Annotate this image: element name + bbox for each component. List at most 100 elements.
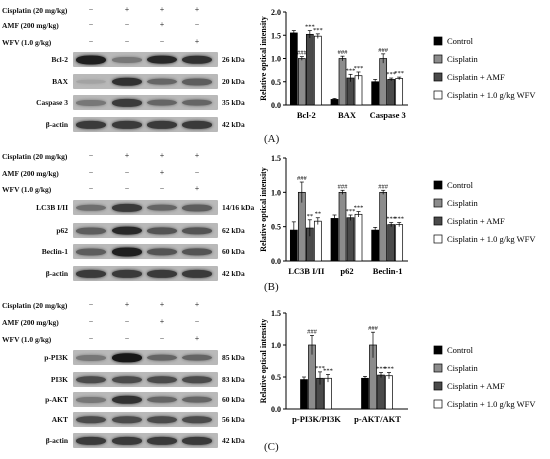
blot-band [112,395,142,404]
legend-label: Cisplatin [447,198,478,208]
molecular-weight-label: 42 kDa [222,120,245,129]
bar [305,33,314,106]
molecular-weight-label: 83 kDa [222,375,245,384]
blot-protein-label: LC3B I/II [36,203,68,212]
bar [377,374,385,410]
legend-swatch [433,180,443,190]
significance-label: ### [307,328,318,335]
bar [289,32,298,106]
panel-tag: (B) [264,281,279,293]
y-axis-label: Relative optical intensity [259,167,268,251]
blot-protein-label: Caspase 3 [36,98,68,107]
blot-band [112,77,142,86]
treatment-sign: − [88,317,94,326]
bar [387,224,396,262]
blot-band [147,226,177,235]
blot-protein-label: p-AKT [45,395,68,404]
treatment-sign: − [88,184,94,193]
treatment-sign: − [159,334,165,343]
significance-label: *** [305,24,315,31]
blot-protein-label: Bcl-2 [51,55,68,64]
blot-band [76,375,106,384]
significance-label: *** [354,205,364,212]
treatment-sign: − [159,37,165,46]
treatment-label: WFV (1.0 g/kg) [2,38,52,47]
blot-band [182,226,212,235]
treatment-sign: − [159,184,165,193]
y-tick-label: 0.0 [271,257,281,266]
western-blot-strip [73,74,218,89]
bar [385,375,393,410]
legend-label: Cisplatin + 1.0 g/kg WFV [447,399,536,409]
treatment-label: Cisplatin (20 mg/kg) [2,6,68,15]
bar [387,79,396,106]
significance-label: *** [386,216,396,223]
legend-swatch [433,54,443,64]
treatment-sign: − [194,317,200,326]
blot-band [147,120,177,129]
blot-protein-label: BAX [52,77,68,86]
blot-band [182,269,212,278]
y-tick-label: 0.0 [271,405,281,414]
blot-band [112,352,142,363]
blot-band [182,120,212,129]
treatment-sign: + [159,300,165,309]
treatment-sign: − [88,300,94,309]
treatment-label: WFV (1.0 g/kg) [2,185,52,194]
blot-band [147,415,177,424]
bar [338,191,347,262]
western-blot-strip [73,266,218,281]
blot-band [76,436,106,445]
blot-band [182,99,212,106]
treatment-sign: − [124,184,130,193]
blot-band [112,56,142,63]
western-blot-strip [73,200,218,215]
molecular-weight-label: 62 kDa [222,226,245,235]
bar [371,81,380,106]
y-tick-label: 1.0 [271,188,281,197]
treatment-sign: − [194,168,200,177]
blot-band [76,204,106,211]
bar [361,377,369,410]
western-blot-strip [73,223,218,238]
treatment-sign: + [124,151,130,160]
legend-swatch [433,36,443,46]
bar [346,77,355,106]
western-blot-strip [73,392,218,407]
bar [371,229,380,262]
treatment-sign: + [194,5,200,14]
molecular-weight-label: 42 kDa [222,269,245,278]
blot-band [147,436,177,445]
treatment-sign: − [88,334,94,343]
blot-band [182,55,212,64]
molecular-weight-label: 35 kDa [222,98,245,107]
molecular-weight-label: 20 kDa [222,77,245,86]
significance-label: *** [376,366,386,373]
significance-label: *** [313,27,323,34]
y-tick-label: 1.0 [271,341,281,350]
blot-band [112,375,142,384]
blot-band [76,79,106,84]
significance-label: ### [378,183,389,190]
bar [313,35,322,106]
significance-label: *** [354,65,364,72]
significance-label: *** [346,208,356,215]
bar [297,58,306,106]
legend-label: Cisplatin [447,54,478,64]
x-tick-label: BAX [338,110,357,120]
bar [379,58,388,106]
blot-protein-label: p62 [56,226,68,235]
treatment-sign: − [124,334,130,343]
blot-band [112,98,142,107]
significance-label: ### [368,325,379,332]
western-blot-strip [73,244,218,259]
blot-band [182,375,212,384]
legend-label: Cisplatin [447,363,478,373]
western-blot-strip [73,52,218,67]
western-blot-strip [73,372,218,387]
blot-protein-label: PI3K [50,375,68,384]
x-tick-label: Bcl-2 [297,110,316,120]
